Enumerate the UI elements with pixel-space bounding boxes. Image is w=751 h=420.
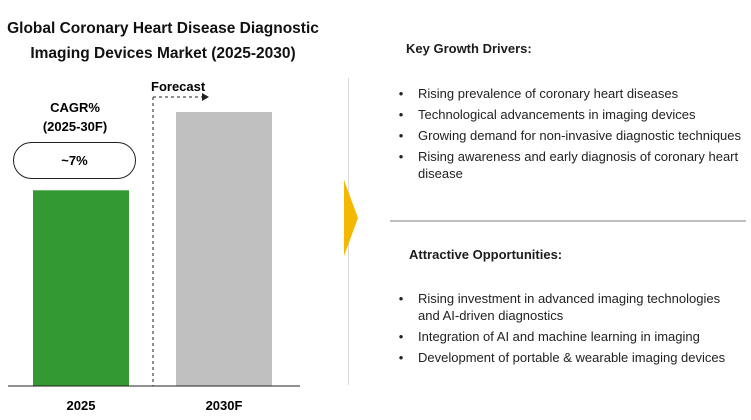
bullet-icon: • bbox=[398, 291, 404, 306]
bar-chart: 2025 2030F bbox=[8, 93, 300, 413]
chevron-arrow-icon bbox=[344, 180, 358, 256]
list-item: • Rising prevalence of coronary heart dis… bbox=[395, 85, 745, 102]
cagr-label: CAGR% (2025-30F) bbox=[20, 98, 130, 136]
drivers-title: Key Growth Drivers: bbox=[406, 41, 532, 56]
list-item-text: Development of portable & wearable imagi… bbox=[418, 350, 726, 365]
list-item: • Rising awareness and early diagnosis of… bbox=[395, 148, 745, 182]
list-item-text: Growing demand for non-invasive diagnost… bbox=[418, 128, 742, 143]
bullet-icon: • bbox=[398, 128, 404, 143]
x-tick-label: 2030F bbox=[206, 398, 243, 413]
chart-title-line-1: Global Coronary Heart Disease Diagnostic bbox=[7, 20, 319, 37]
list-item-text: Integration of AI and machine learning i… bbox=[418, 329, 700, 344]
list-item-text: Rising prevalence of coronary heart dise… bbox=[418, 86, 679, 101]
list-item: • Technological advancements in imaging d… bbox=[395, 106, 745, 123]
bar-2030F bbox=[176, 112, 272, 386]
horizontal-divider bbox=[390, 220, 746, 222]
bullet-icon: • bbox=[398, 149, 404, 164]
opportunities-list: • Rising investment in advanced imaging t… bbox=[395, 290, 745, 370]
bullet-icon: • bbox=[398, 86, 404, 101]
cagr-value-badge: ~7% bbox=[13, 142, 136, 179]
list-item: • Growing demand for non-invasive diagnos… bbox=[395, 127, 745, 144]
list-item-text: Technological advancements in imaging de… bbox=[418, 107, 696, 122]
list-item: • Rising investment in advanced imaging t… bbox=[395, 290, 745, 324]
bullet-icon: • bbox=[398, 350, 404, 365]
cagr-label-line-1: CAGR% bbox=[50, 100, 100, 115]
list-item: • Integration of AI and machine learning … bbox=[395, 328, 745, 345]
drivers-list: • Rising prevalence of coronary heart dis… bbox=[395, 85, 745, 186]
list-item: • Development of portable & wearable imag… bbox=[395, 349, 745, 366]
x-tick-label: 2025 bbox=[67, 398, 96, 413]
bar-2025 bbox=[33, 190, 129, 386]
chart-title-line-2: Imaging Devices Market (2025-2030) bbox=[30, 45, 296, 62]
chart-title: Global Coronary Heart Disease Diagnostic… bbox=[0, 16, 326, 66]
bullet-icon: • bbox=[398, 329, 404, 344]
forecast-label: Forecast bbox=[151, 79, 206, 94]
list-item-text: Rising investment in advanced imaging te… bbox=[418, 291, 721, 323]
bullet-icon: • bbox=[398, 107, 404, 122]
list-item-text: Rising awareness and early diagnosis of … bbox=[418, 149, 739, 181]
opportunities-title: Attractive Opportunities: bbox=[409, 247, 563, 262]
cagr-label-line-2: (2025-30F) bbox=[42, 119, 108, 134]
